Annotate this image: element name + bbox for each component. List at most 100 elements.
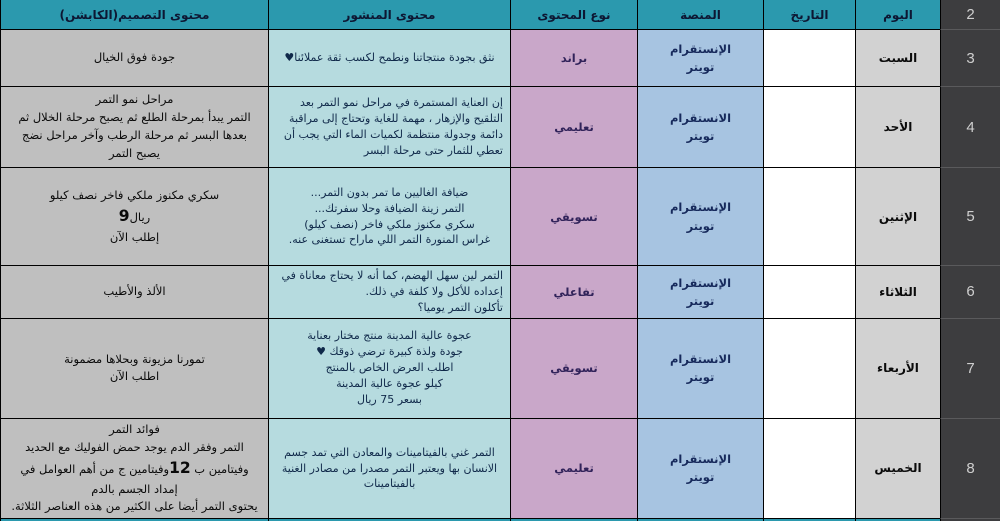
cell-design-caption[interactable]: الألذ والأطيب	[0, 266, 268, 319]
cell-platform[interactable]: الإنستقرام تويتر	[637, 30, 763, 87]
text-line: تويتر	[686, 218, 715, 233]
cell-day[interactable]: الأربعاء	[855, 318, 940, 419]
cell-platform[interactable]: الانستقرام تويتر	[637, 318, 763, 419]
text-line: 9ريال	[118, 207, 151, 226]
partial-cell[interactable]	[855, 519, 940, 521]
cell-post-content[interactable]: عجوة عالية المدينة منتج مختار بعناية جودة…	[268, 318, 510, 419]
cell-design-caption[interactable]: مراحل نمو التمر التمر يبدأ بمرحلة الطلع ث…	[0, 87, 268, 168]
partial-cell[interactable]	[510, 519, 637, 521]
text-line: الإنستقرام	[669, 41, 732, 56]
column-header-day[interactable]: اليوم	[855, 0, 940, 30]
column-header-platform[interactable]: المنصة	[637, 0, 763, 30]
cell-platform[interactable]: الإنستقرام تويتر	[637, 418, 763, 520]
cell-platform[interactable]: الانستقرام تويتر	[637, 87, 763, 168]
cell-platform[interactable]: الإنستقرام تويتر	[637, 168, 763, 266]
next-row-strip	[0, 519, 1000, 521]
text-line: الإنستقرام	[669, 200, 732, 215]
text-line: التمر وفقر الدم يوجد حمض الفوليك مع الحد…	[25, 439, 244, 454]
partial-cell[interactable]	[637, 519, 763, 521]
text-line: مراحل نمو التمر	[95, 92, 174, 107]
text-line: فوائد التمر	[109, 421, 160, 436]
text-line: الإنستقرام	[669, 452, 732, 467]
cell-content-type[interactable]: تعليمي	[510, 418, 637, 520]
cell-post-content[interactable]: نثق بجودة منتجاتنا ونطمح لكسب ثقة عملائن…	[268, 30, 510, 87]
text-line: التمر يبدأ بمرحلة الطلع ثم يصبح مرحلة ال…	[18, 110, 251, 160]
cell-post-content[interactable]: التمر لين سهل الهضم، كما أنه لا يحتاج مع…	[268, 266, 510, 319]
text-line: تأكلون التمر يوميا؟	[417, 300, 503, 314]
table-row: 6 الثلاثاء الإنستقرام تويتر تفاعلي التمر لين …	[0, 266, 1000, 319]
cell-post-content[interactable]: إن العناية المستمرة في مراحل نمو التمر ب…	[268, 87, 510, 168]
text-line: جودة فوق الخيال	[93, 50, 176, 65]
cell-post-content[interactable]: التمر غني بالفيتامينات والمعادن التي تمد…	[268, 418, 510, 520]
text-line: التمر غني بالفيتامينات والمعادن التي تمد…	[281, 445, 498, 491]
cell-content-type[interactable]: تفاعلي	[510, 266, 637, 319]
cell-day[interactable]: الأحد	[855, 87, 940, 168]
row-number[interactable]: 6	[940, 266, 1000, 319]
text-line: عجوة عالية المدينة منتج مختار بعناية	[307, 329, 472, 343]
cell-design-caption[interactable]: فوائد التمر التمر وفقر الدم يوجد حمض الفو…	[0, 418, 268, 520]
header-row: 2 اليوم التاريخ المنصة نوع المحتوى محتوى…	[0, 0, 1000, 30]
column-header-date[interactable]: التاريخ	[763, 0, 855, 30]
text-line: تويتر	[686, 293, 715, 308]
partial-cell[interactable]	[268, 519, 510, 521]
table-row: 5 الإثنين الإنستقرام تويتر تسويقي ضيافة الغال…	[0, 168, 1000, 266]
cell-content-type[interactable]: تسويقي	[510, 168, 637, 266]
text-line: كيلو عجوة عالية المدينة	[336, 377, 443, 391]
text-line: الانستقرام	[669, 110, 732, 125]
cell-day[interactable]: السبت	[855, 30, 940, 87]
cell-content-type[interactable]: براند	[510, 30, 637, 87]
cell-day[interactable]: الثلاثاء	[855, 266, 940, 319]
text-line: تويتر	[686, 370, 715, 385]
text-line: تمورنا مزيونة وبحلاها مضمونة	[64, 351, 205, 366]
cell-post-content[interactable]: ضيافة الغاليين ما تمر بدون التمر... التمر…	[268, 168, 510, 266]
column-header-design-caption[interactable]: محتوى التصميم(الكابشن)	[0, 0, 268, 30]
text-line: اطلب الآن	[109, 369, 160, 384]
row-number[interactable]: 7	[940, 318, 1000, 419]
text-line: يحتوى التمر أيضا على الكثير من هذه العنا…	[11, 499, 258, 514]
cell-content-type[interactable]: تسويقي	[510, 318, 637, 419]
text-line: سكري مكنوز ملكي فاخر نصف كيلو	[49, 187, 220, 202]
cell-date[interactable]	[763, 418, 855, 520]
cell-date[interactable]	[763, 87, 855, 168]
row-number[interactable]: 3	[940, 30, 1000, 87]
cell-day[interactable]: الخميس	[855, 418, 940, 520]
cell-date[interactable]	[763, 168, 855, 266]
cell-date[interactable]	[763, 318, 855, 419]
cell-design-caption[interactable]: جودة فوق الخيال	[0, 30, 268, 87]
text-line: التمر لين سهل الهضم، كما أنه لا يحتاج مع…	[281, 269, 504, 298]
text-line: تويتر	[686, 129, 715, 143]
cell-date[interactable]	[763, 30, 855, 87]
text-line: الألذ والأطيب	[103, 284, 166, 298]
row-number[interactable]: 8	[940, 418, 1000, 520]
cell-content-type[interactable]: تعليمي	[510, 87, 637, 168]
cell-platform[interactable]: الإنستقرام تويتر	[637, 266, 763, 319]
cell-design-caption[interactable]: تمورنا مزيونة وبحلاها مضمونة اطلب الآن	[0, 318, 268, 419]
row-number-partial[interactable]	[940, 519, 1000, 521]
text-line: سكري مكنوز ملكي فاخر (نصف كيلو)	[304, 217, 475, 231]
partial-cell[interactable]	[0, 519, 268, 521]
column-header-content-type[interactable]: نوع المحتوى	[510, 0, 637, 30]
highlighted-number: 9	[118, 207, 130, 226]
cell-design-caption[interactable]: سكري مكنوز ملكي فاخر نصف كيلو 9ريال إطلب ا…	[0, 168, 268, 266]
text-line: التمر زينة الضيافة وحلا سفرتك...	[314, 201, 465, 215]
table-row: 4 الأحد الانستقرام تويتر تعليمي إن العناية ال…	[0, 87, 1000, 168]
highlighted-number: 12	[169, 459, 191, 478]
cell-date[interactable]	[763, 266, 855, 319]
column-header-post-content[interactable]: محتوى المنشور	[268, 0, 510, 30]
text-line: إن العناية المستمرة في مراحل نمو التمر ب…	[283, 96, 503, 157]
text-line: إطلب الآن	[109, 229, 160, 244]
table-row: 7 الأربعاء الانستقرام تويتر تسويقي عجوة عالية…	[0, 318, 1000, 419]
text-line: تويتر	[686, 60, 715, 74]
partial-cell[interactable]	[763, 519, 855, 521]
row-number[interactable]: 5	[940, 168, 1000, 266]
table-row: 3 السبت الإنستقرام تويتر براند نثق بجودة منتج…	[0, 30, 1000, 87]
text-line: جودة ولذة كبيرة ترضي ذوقك ♥	[316, 345, 463, 359]
row-number-header[interactable]: 2	[940, 0, 1000, 30]
row-number[interactable]: 4	[940, 87, 1000, 168]
text-line: تويتر	[686, 470, 715, 485]
cell-day[interactable]: الإثنين	[855, 168, 940, 266]
text-line: الانستقرام	[669, 351, 732, 366]
table-row: 8 الخميس الإنستقرام تويتر تعليمي التمر غني با…	[0, 418, 1000, 520]
